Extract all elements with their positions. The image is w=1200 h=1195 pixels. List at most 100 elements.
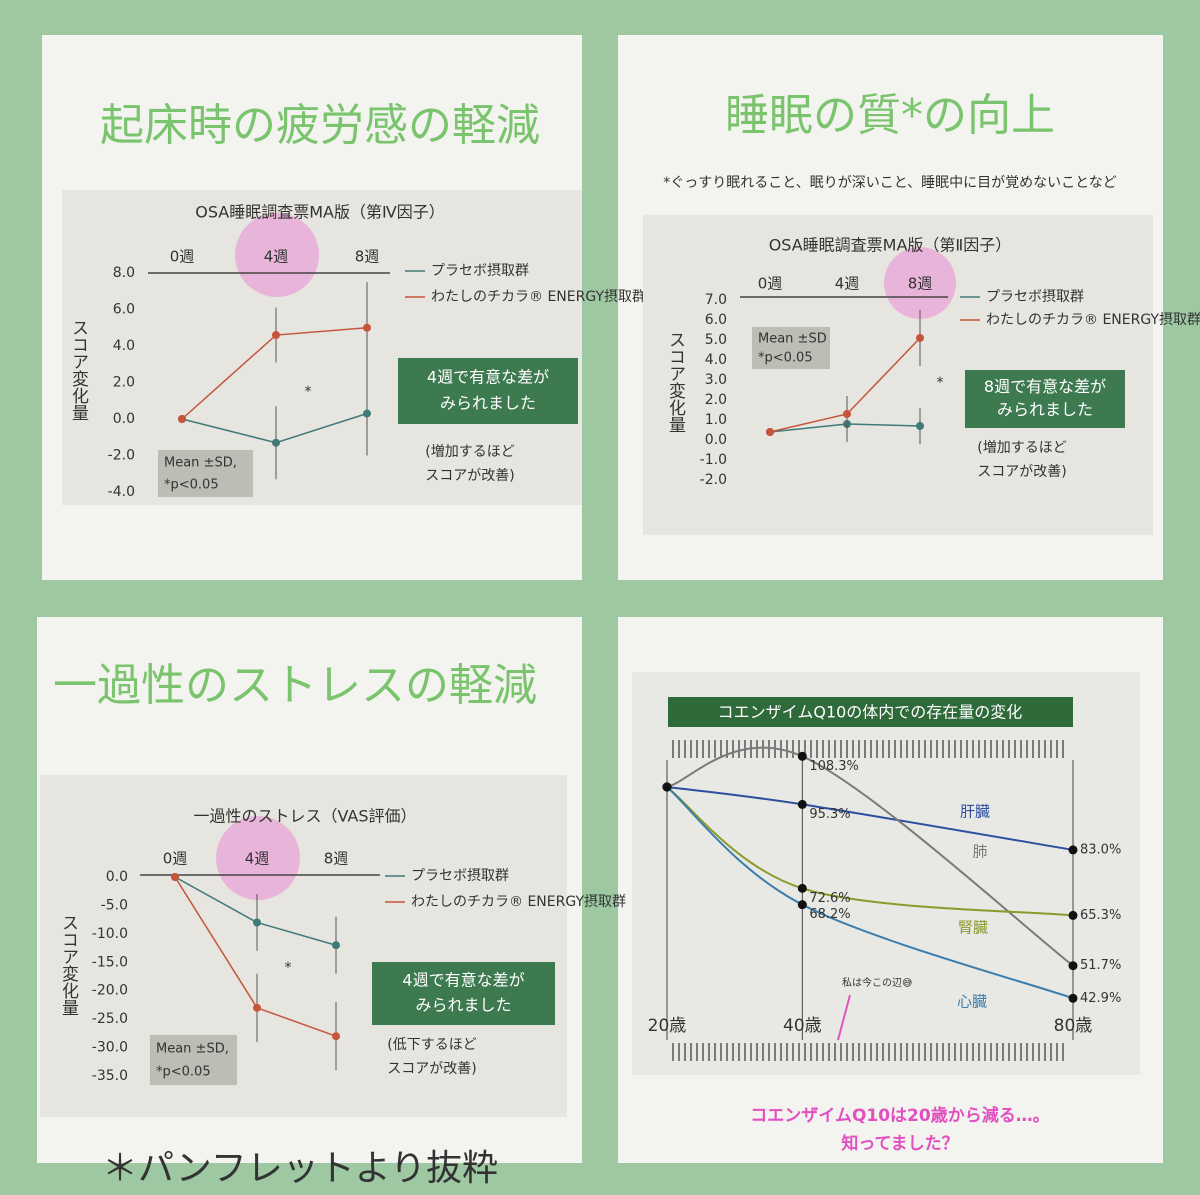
value-label: 95.3%	[809, 807, 850, 822]
y-tick-label: -15.0	[92, 954, 128, 970]
series-line	[174, 876, 337, 946]
value-label: 42.9%	[1080, 991, 1121, 1006]
note: (増加するほど	[425, 444, 514, 460]
y-tick-label: 0.0	[113, 411, 135, 427]
y-tick-label: -35.0	[92, 1068, 128, 1084]
caption: 知ってました？	[840, 1133, 958, 1154]
x-tick-label: 8週	[908, 275, 933, 293]
series-line	[666, 746, 1074, 967]
legend-label: わたしのチカラ® ENERGY摂取群	[411, 894, 626, 910]
y-tick-label: 5.0	[705, 332, 727, 348]
data-point	[1068, 961, 1078, 971]
stats-text: *p<0.05	[156, 1065, 211, 1080]
highlight	[235, 213, 319, 297]
x-tick-label: 4週	[264, 248, 289, 266]
footer: ＊パンフレットより抜粋	[102, 1148, 498, 1189]
y-tick-label: 8.0	[113, 265, 135, 281]
y-axis-label: スコア変化量	[58, 914, 79, 1016]
y-tick-label: 2.0	[113, 375, 135, 391]
x-tick-label: 80歳	[1054, 1016, 1093, 1036]
photo	[40, 775, 567, 1117]
x-tick-label: 20歳	[648, 1016, 687, 1036]
panel-title: 睡眠の質*の向上	[725, 90, 1055, 141]
value-label: 72.6%	[809, 891, 850, 906]
legend-label: プラセボ摂取群	[411, 868, 509, 884]
arrow	[837, 994, 851, 1041]
significance-box	[372, 962, 555, 1025]
highlight	[884, 247, 956, 319]
series-name: 腎臓	[958, 919, 988, 937]
significance-star: *	[305, 384, 312, 400]
data-point	[1068, 845, 1078, 855]
data-point	[797, 751, 807, 761]
stats-text: Mean ±SD	[758, 331, 827, 346]
series-line	[181, 412, 368, 444]
value-label: 68.2%	[809, 907, 850, 922]
panel-title: 一過性のストレスの軽減	[53, 660, 537, 711]
series-line	[174, 876, 337, 1037]
significance-star: *	[937, 375, 944, 391]
chart-title: OSA睡眠調査票MA版（第Ⅳ因子）	[195, 203, 445, 222]
data-point	[797, 883, 807, 893]
note: (増加するほど	[977, 440, 1066, 456]
note: (低下するほど	[387, 1037, 476, 1053]
x-tick-label: 0週	[170, 248, 195, 266]
series-line	[666, 786, 1074, 851]
y-tick-label: 2.0	[705, 392, 727, 408]
y-tick-label: -25.0	[92, 1011, 128, 1027]
data-point	[1068, 993, 1078, 1003]
series-line	[666, 786, 1074, 1000]
panel-title: 起床時の疲労感の軽減	[100, 100, 540, 151]
chart-title: コエンザイムQ10の体内での存在量の変化	[718, 703, 1023, 722]
y-tick-label: -2.0	[700, 472, 727, 488]
y-tick-label: -4.0	[108, 484, 135, 500]
stats-text: *p<0.05	[164, 477, 219, 492]
caption: コエンザイムQ10は20歳から減る…。	[750, 1105, 1049, 1126]
significance-box	[398, 358, 578, 424]
significance-text: 4週で有意な差が	[427, 367, 549, 386]
significance-text: みられました	[997, 400, 1093, 419]
x-tick-label: 0週	[758, 275, 783, 293]
note: スコアが改善)	[387, 1061, 476, 1077]
significance-box	[965, 370, 1125, 428]
x-tick-label: 4週	[245, 850, 270, 868]
y-tick-label: -1.0	[700, 452, 727, 468]
photo	[62, 190, 582, 505]
y-axis-label: スコア変化量	[68, 319, 89, 421]
y-tick-label: 0.0	[106, 869, 128, 885]
y-axis-label: スコア変化量	[665, 331, 686, 433]
y-tick-label: 4.0	[113, 338, 135, 354]
data-point	[797, 900, 807, 910]
y-tick-label: 1.0	[705, 412, 727, 428]
series-name: 肝臓	[960, 803, 990, 821]
note: 私は今この辺😅	[842, 976, 912, 989]
y-tick-label: 4.0	[705, 352, 727, 368]
significance-text: 8週で有意な差が	[984, 377, 1106, 396]
significance-star: *	[285, 960, 292, 976]
note: スコアが改善)	[425, 468, 514, 484]
data-point	[797, 799, 807, 809]
value-label: 65.3%	[1080, 908, 1121, 923]
x-tick-label: 0週	[163, 850, 188, 868]
series-name: 心臓	[957, 993, 987, 1011]
stats-text: *p<0.05	[758, 351, 813, 366]
y-tick-label: 3.0	[705, 372, 727, 388]
x-tick-label: 8週	[324, 850, 349, 868]
y-tick-label: -5.0	[101, 897, 128, 913]
significance-text: 4週で有意な差が	[402, 970, 524, 989]
data-point	[1068, 910, 1078, 920]
y-tick-label: 7.0	[705, 292, 727, 308]
x-tick-label: 8週	[355, 248, 380, 266]
y-tick-label: -30.0	[92, 1040, 128, 1056]
stats-box	[752, 327, 830, 369]
y-tick-label: 0.0	[705, 432, 727, 448]
y-tick-label: 6.0	[705, 312, 727, 328]
series-line	[181, 327, 368, 420]
stats-text: Mean ±SD,	[156, 1042, 229, 1057]
legend-label: わたしのチカラ® ENERGY摂取群	[986, 312, 1200, 328]
y-tick-label: -10.0	[92, 926, 128, 942]
photo	[632, 672, 1140, 1075]
chart-title: 一過性のストレス（VAS評価）	[193, 807, 416, 826]
note: スコアが改善)	[977, 464, 1066, 480]
series-line	[769, 337, 921, 433]
